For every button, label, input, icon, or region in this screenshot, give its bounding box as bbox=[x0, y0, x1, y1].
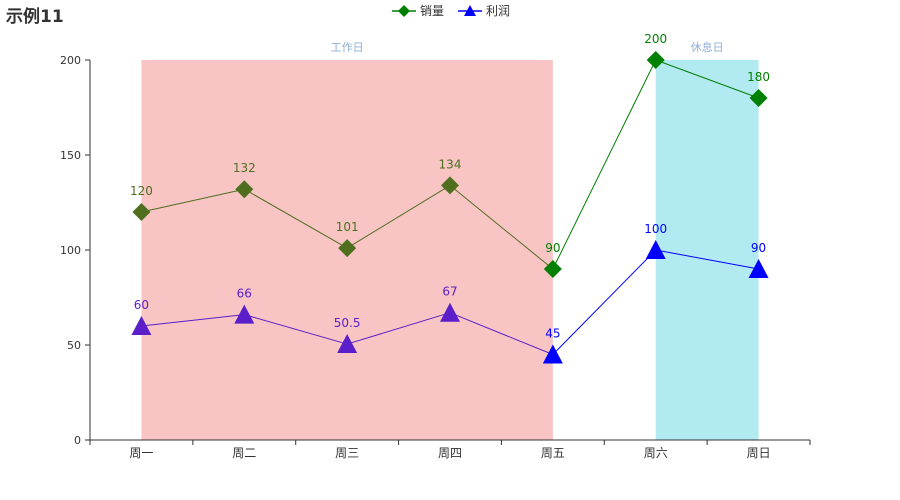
series-0-segment-4 bbox=[552, 59, 657, 270]
series-1-segment-4 bbox=[552, 249, 657, 355]
series-1-point-5 bbox=[645, 240, 666, 259]
series-0-segment-5 bbox=[655, 59, 759, 99]
series-1-data-label-3: 67 bbox=[442, 285, 457, 299]
series-0-data-label-2: 101 bbox=[336, 220, 359, 234]
series-0-point-6 bbox=[749, 89, 768, 107]
mark-area-1 bbox=[655, 60, 759, 440]
series-0-data-label-4: 90 bbox=[545, 241, 560, 255]
series-0-point-1 bbox=[235, 180, 254, 199]
series-0-data-label-0: 120 bbox=[130, 184, 153, 198]
series-1-data-label-5: 100 bbox=[644, 222, 667, 236]
series-0-data-label-3: 134 bbox=[439, 157, 462, 171]
series-0-point-5 bbox=[646, 51, 665, 69]
series-1-segment-0 bbox=[141, 314, 245, 327]
series-0-segment-1 bbox=[244, 188, 348, 249]
legend-diamond-icon[interactable] bbox=[398, 5, 410, 17]
x-tick-label-0: 周一 bbox=[129, 446, 153, 460]
mark-area-label-1: 休息日 bbox=[691, 40, 724, 54]
series-0-segment-3 bbox=[449, 185, 554, 270]
x-tick-label-6: 周日 bbox=[747, 446, 771, 460]
series-1-data-label-1: 66 bbox=[237, 287, 252, 301]
series-1-segment-1 bbox=[244, 314, 348, 345]
y-tick-label-2: 100 bbox=[60, 244, 81, 257]
series-1-point-3 bbox=[440, 302, 460, 322]
series-1-point-4 bbox=[542, 344, 563, 364]
series-0-segment-0 bbox=[141, 188, 245, 213]
series-0-point-3 bbox=[441, 176, 459, 195]
series-1-segment-2 bbox=[346, 312, 451, 345]
series-1-data-label-4: 45 bbox=[545, 327, 560, 341]
y-tick-label-0: 0 bbox=[74, 434, 81, 447]
mark-area-label-0: 工作日 bbox=[331, 41, 364, 54]
series-0-point-4 bbox=[543, 260, 562, 278]
series-1-data-label-6: 90 bbox=[751, 241, 766, 255]
chart-title: 示例11 bbox=[6, 7, 64, 27]
x-tick-label-3: 周四 bbox=[438, 446, 462, 460]
series-0-point-0 bbox=[132, 203, 151, 221]
series-1-data-label-2: 50.5 bbox=[334, 316, 361, 330]
series-1-point-6 bbox=[748, 259, 769, 278]
y-tick-label-4: 200 bbox=[60, 54, 81, 67]
x-tick-label-5: 周六 bbox=[644, 446, 668, 460]
series-1-segment-5 bbox=[655, 249, 759, 270]
legend-label-1[interactable]: 利润 bbox=[486, 4, 510, 18]
series-1-point-2 bbox=[337, 334, 358, 354]
y-tick-label-1: 50 bbox=[67, 339, 81, 352]
series-0-data-label-5: 200 bbox=[644, 32, 667, 46]
series-1-point-1 bbox=[234, 304, 255, 324]
x-tick-label-4: 周五 bbox=[541, 446, 565, 460]
x-tick-label-1: 周二 bbox=[232, 446, 256, 460]
series-0-point-2 bbox=[338, 239, 357, 258]
y-tick-label-3: 150 bbox=[60, 149, 81, 162]
series-0-data-label-6: 180 bbox=[747, 70, 770, 84]
series-1-point-0 bbox=[131, 316, 152, 335]
series-1-segment-3 bbox=[449, 312, 554, 355]
legend-label-0[interactable]: 销量 bbox=[420, 4, 444, 18]
legend-triangle-icon[interactable] bbox=[464, 5, 476, 16]
x-tick-label-2: 周三 bbox=[335, 446, 359, 460]
series-0-data-label-1: 132 bbox=[233, 161, 256, 175]
series-1-data-label-0: 60 bbox=[134, 298, 149, 312]
series-0-segment-2 bbox=[346, 184, 451, 249]
